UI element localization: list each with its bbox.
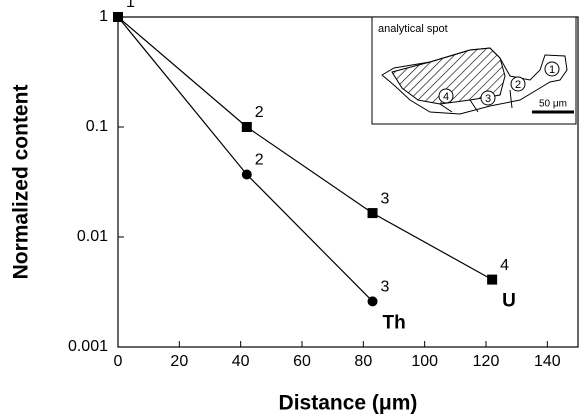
marker [367, 296, 378, 307]
marker [241, 169, 252, 180]
y-axis-label: Normalized content [10, 85, 33, 280]
series-label: U [502, 291, 516, 312]
marker [367, 208, 378, 219]
x-tick-label: 60 [293, 353, 311, 370]
spot-label: 2 [515, 79, 521, 91]
y-tick-label: 0.01 [77, 228, 108, 245]
x-tick-label: 140 [534, 353, 561, 370]
x-tick-label: 80 [354, 353, 372, 370]
x-tick-label: 0 [114, 353, 123, 370]
inset-title: analytical spot [378, 23, 448, 35]
spot-circle [510, 76, 526, 92]
x-tick-label: 100 [411, 353, 438, 370]
x-tick-label: 40 [232, 353, 250, 370]
spot-circle [544, 61, 560, 77]
marker [241, 122, 252, 132]
spot-circle [480, 90, 496, 106]
spot-label: 1 [549, 64, 555, 76]
point-label: 4 [500, 257, 509, 274]
plot-frame [117, 16, 579, 348]
zone-lines [439, 89, 513, 113]
scale-label: 50 μm [539, 99, 567, 110]
analytical-spot-area [391, 47, 506, 105]
x-axis-label: Distance (μm) [279, 392, 418, 415]
series-label: Th [383, 312, 406, 333]
spot-label: 3 [485, 93, 491, 105]
point-label: 2 [255, 104, 264, 121]
spot-label: 4 [443, 91, 449, 103]
marker [487, 274, 498, 285]
series-line [117, 16, 493, 281]
y-tick-label: 0.1 [86, 118, 108, 135]
y-tick-label: 0.001 [68, 338, 108, 355]
y-tick-label: 1 [99, 8, 108, 25]
point-label: 3 [381, 279, 390, 296]
x-tick-label: 120 [473, 353, 500, 370]
x-tick-label: 20 [170, 353, 188, 370]
spot-circle [438, 88, 454, 104]
point-label: 2 [255, 152, 264, 169]
series-line [117, 16, 373, 302]
marker [113, 12, 123, 22]
point-label: 3 [381, 190, 390, 207]
inset: 1 2 3 4 analytical spot 50 μm [371, 16, 577, 125]
point-label: 1 [126, 0, 135, 11]
